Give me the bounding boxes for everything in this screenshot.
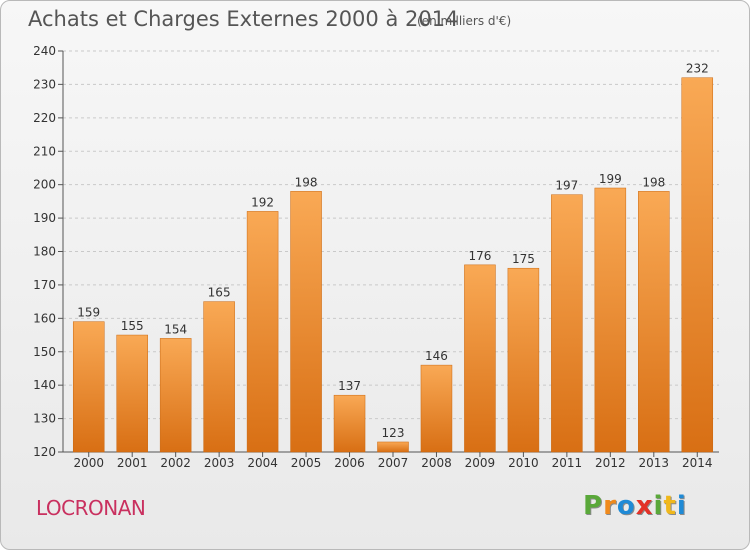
x-tick-label: 2002 [160,456,191,470]
data-label: 199 [599,172,622,186]
data-label: 176 [468,249,491,263]
bar-2008 [420,364,453,453]
data-label: 146 [425,349,448,363]
data-label: 155 [121,319,144,333]
y-tick-label: 220 [33,111,56,125]
x-tick-label: 2004 [247,456,278,470]
logo-letter: i [653,491,664,521]
data-label: 165 [208,286,231,300]
bar-2007 [377,441,409,453]
x-tick-label: 2003 [204,456,235,470]
x-tick-label: 2009 [465,456,496,470]
data-label: 198 [295,175,318,189]
x-tick-label: 2012 [595,456,626,470]
chart-title: Achats et Charges Externes 2000 à 2014 [28,7,459,31]
bar-2003 [203,301,235,453]
y-tick-label: 230 [33,77,56,91]
y-tick-label: 240 [33,44,56,58]
data-label: 123 [382,426,405,440]
data-label: 198 [642,175,665,189]
x-tick-label: 2011 [552,456,583,470]
proxiti-logo: Proxiti [583,491,687,521]
logo-letter: P [583,491,604,521]
data-label: 154 [164,322,187,336]
x-tick-label: 2013 [639,456,670,470]
bar-2014 [681,77,714,453]
x-tick-label: 2008 [421,456,452,470]
logo-letter: o [616,491,636,521]
data-label: 175 [512,252,535,266]
y-tick-label: 130 [33,412,56,426]
data-label: 232 [686,62,709,76]
y-tick-label: 140 [33,378,56,392]
y-tick-label: 210 [33,144,56,158]
data-label: 197 [555,179,578,193]
bar-2000 [72,321,105,453]
y-tick-label: 180 [33,245,56,259]
y-tick-label: 120 [33,445,56,459]
bar-2011 [551,194,583,453]
bar-2005 [290,191,322,453]
logo-letter: x [635,491,654,521]
x-tick-label: 2014 [682,456,713,470]
bar-2002 [159,338,192,453]
y-tick-label: 160 [33,311,56,325]
logo-letter: r [603,491,617,521]
bar-layer [72,77,714,453]
bar-2013 [638,191,670,453]
x-tick-label: 2001 [117,456,148,470]
data-label: 192 [251,195,274,209]
x-tick-label: 2005 [291,456,322,470]
chart-subtitle: (en milliers d'€) [417,14,512,28]
x-tick-label: 2006 [334,456,365,470]
bar-2012 [594,187,627,453]
data-label: 137 [338,379,361,393]
commune-name: LOCRONAN [36,496,146,520]
bar-2009 [464,264,496,453]
y-tick-label: 190 [33,211,56,225]
data-label: 159 [77,306,100,320]
x-tick-label: 2010 [508,456,539,470]
y-tick-label: 150 [33,345,56,359]
label-layer: 159 2000 155 2001 154 2002 165 2003 192 2004 198 20… [73,62,712,470]
logo-letter: i [676,491,687,521]
bar-2010 [507,267,540,453]
bar-2006 [333,394,366,453]
y-tick-label: 200 [33,178,56,192]
x-tick-label: 2000 [73,456,104,470]
x-tick-label: 2007 [378,456,409,470]
logo-letter: t [663,491,677,521]
y-tick-label: 170 [33,278,56,292]
bar-2004 [246,211,279,453]
bar-2001 [116,334,148,453]
